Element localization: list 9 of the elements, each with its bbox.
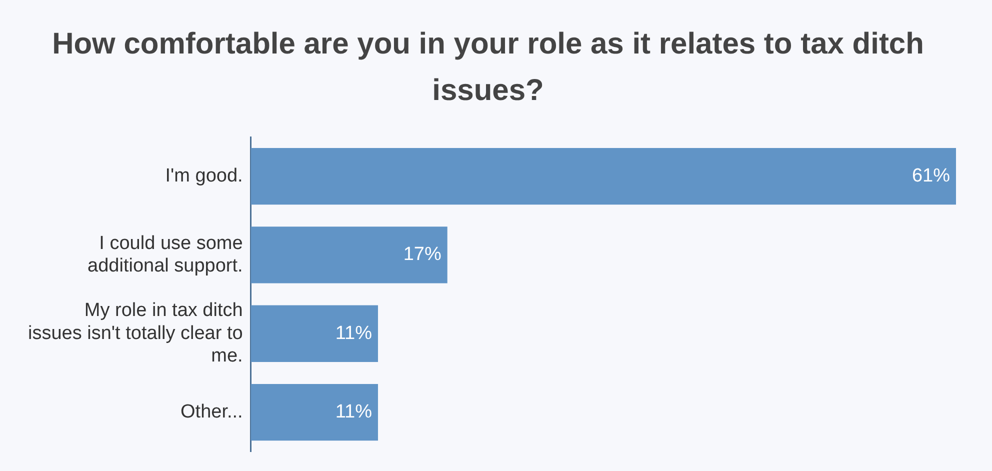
data-label: 61% bbox=[912, 166, 950, 187]
y-tick-label: Other... bbox=[180, 402, 243, 423]
y-tick-label: I'm good. bbox=[165, 166, 243, 187]
y-tick-label: I could use some additional support. bbox=[88, 232, 243, 277]
chart-title: How comfortable are you in your role as it relates to tax ditch issues? bbox=[52, 28, 924, 108]
data-label: 17% bbox=[403, 244, 442, 266]
y-tick-label: My role in tax ditch issues isn't totally clear to me. bbox=[28, 300, 243, 367]
data-label: 11% bbox=[335, 402, 372, 423]
data-label: 11% bbox=[335, 322, 372, 344]
